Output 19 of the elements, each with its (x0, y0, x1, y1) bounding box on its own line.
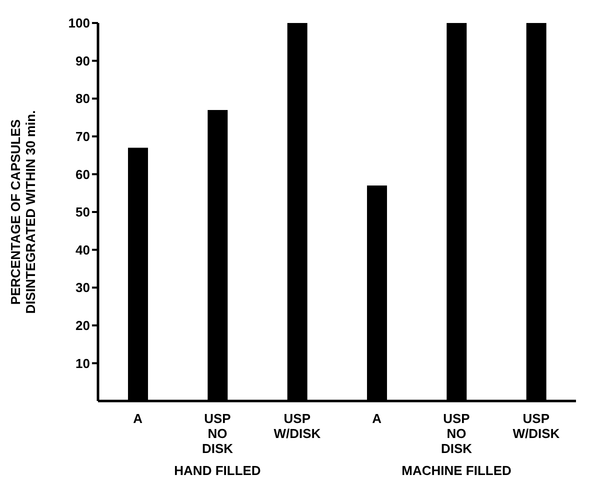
y-tick-label: 40 (76, 242, 90, 258)
x-tick-label: USP NO DISK (202, 411, 234, 456)
x-tick-label: A (372, 411, 382, 426)
y-tick-label: 30 (76, 280, 90, 296)
x-tick-label: A (133, 411, 144, 426)
y-tick-label: 100 (68, 16, 90, 31)
y-tick-label: 80 (76, 91, 90, 106)
y-tick-label: 20 (76, 318, 90, 334)
y-tick-label: 70 (76, 129, 90, 144)
y-tick-label: 60 (76, 166, 90, 182)
x-tick-label: USP W/DISK (274, 411, 322, 441)
y-tick-label: 90 (76, 53, 90, 68)
text: HAND FILLED (173, 463, 262, 478)
x-tick-label: USP W/DISK (512, 411, 560, 441)
x-tick-label: USP NO DISK (440, 411, 473, 456)
text: MACHINE FILLED (400, 463, 512, 478)
y-tick-label: 10 (76, 356, 90, 371)
y-axis-title: PERCENTAGE OF CAPSULES DISINTEGRATED WITHIN 30 min. (8, 110, 38, 314)
y-tick-label: 50 (76, 204, 90, 220)
